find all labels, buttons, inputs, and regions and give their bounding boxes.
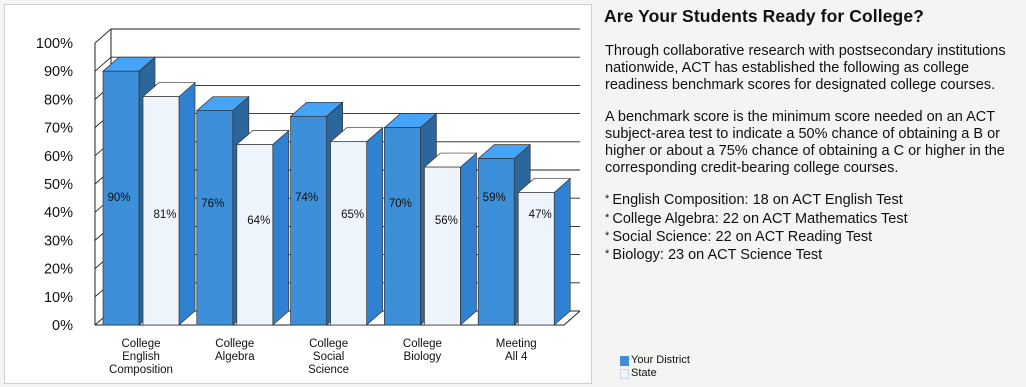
bar <box>102 70 140 326</box>
y-tick-label: 10% <box>44 290 73 306</box>
bar <box>424 166 461 326</box>
data-label: 70% <box>389 198 412 210</box>
data-label: 59% <box>483 192 506 204</box>
y-tick-label: 100% <box>36 36 73 52</box>
data-label: 64% <box>247 215 270 227</box>
x-tick-label: Composition <box>109 364 173 376</box>
benchmark-item: Biology: 23 on ACT Science Test <box>605 246 1020 264</box>
bar-chart: 0% 10% 20% 30% 40% 50% 60% 70% 80% 90% 100% 90% 81% C… <box>36 28 581 376</box>
bar-side <box>553 177 571 326</box>
x-tick-label: College <box>215 338 254 350</box>
legend-label-state: State <box>631 367 657 379</box>
bar <box>517 192 555 326</box>
x-tick-label: College <box>309 338 348 350</box>
x-tick-label: College <box>403 338 442 350</box>
x-tick-label: All 4 <box>505 351 528 363</box>
info-panel: Are Your Students Ready for College? Thr… <box>600 6 1020 382</box>
legend-item-district: Your District <box>620 354 690 367</box>
y-tick-label: 50% <box>44 177 73 193</box>
data-label: 74% <box>295 192 318 204</box>
y-tick-label: 0% <box>52 318 73 334</box>
x-tick-label: Meeting <box>496 338 537 350</box>
bar-side <box>178 81 196 326</box>
x-tick-label: English <box>122 351 160 363</box>
data-label: 47% <box>529 209 552 221</box>
legend-swatch-state <box>620 368 629 379</box>
benchmark-item: English Composition: 18 on ACT English T… <box>605 191 1020 209</box>
bar <box>477 158 515 326</box>
y-tick-label: 80% <box>44 92 73 108</box>
bar <box>236 144 274 326</box>
bar <box>290 115 327 326</box>
floor-edge <box>563 310 581 326</box>
y-tick-label: 70% <box>44 121 73 137</box>
chart-panel: 0% 10% 20% 30% 40% 50% 60% 70% 80% 90% 100% 90% 81% C… <box>4 4 592 384</box>
benchmark-item: College Algebra: 22 on ACT Mathematics T… <box>605 210 1020 228</box>
y-tick-label: 90% <box>44 64 73 80</box>
x-tick-label: Science <box>308 364 349 376</box>
bar-side <box>366 126 383 326</box>
x-tick-label: Algebra <box>215 351 255 363</box>
y-tick-label: 40% <box>44 205 73 221</box>
gridline-side <box>94 28 112 44</box>
intro-paragraph: Through collaborative research with post… <box>605 43 1006 94</box>
bar-side <box>460 152 477 326</box>
benchmark-paragraph: A benchmark score is the minimum score n… <box>605 108 1005 177</box>
legend-swatch-district <box>620 355 629 366</box>
x-tick-label: Social <box>313 351 344 363</box>
data-label: 65% <box>341 209 364 221</box>
bar-side <box>272 129 290 326</box>
legend-item-state: State <box>620 367 690 380</box>
benchmark-list: English Composition: 18 on ACT English T… <box>605 191 1020 264</box>
legend-label-district: Your District <box>631 354 690 366</box>
bar <box>142 96 180 326</box>
data-label: 90% <box>107 192 130 204</box>
data-label: 56% <box>435 215 458 227</box>
y-tick-label: 30% <box>44 233 73 249</box>
y-tick-label: 20% <box>44 262 73 278</box>
bar <box>330 141 367 326</box>
x-tick-label: College <box>122 338 161 350</box>
data-label: 76% <box>201 198 224 210</box>
page-title: Are Your Students Ready for College? <box>604 6 924 26</box>
x-tick-label: Biology <box>404 351 442 363</box>
benchmark-item: Social Science: 22 on ACT Reading Test <box>605 228 1020 246</box>
bar <box>196 110 234 326</box>
bar <box>384 127 421 326</box>
gridline-side <box>94 56 112 72</box>
y-tick-label: 60% <box>44 149 73 165</box>
chart-legend: Your District State <box>620 354 690 380</box>
data-label: 81% <box>153 209 176 221</box>
